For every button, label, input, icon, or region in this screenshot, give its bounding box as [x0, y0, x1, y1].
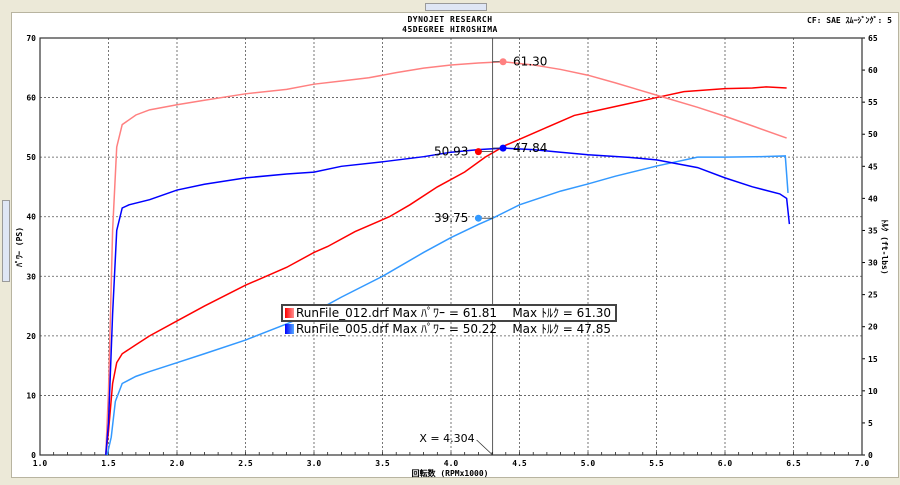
y2-tick-label: 15: [868, 355, 878, 364]
legend: RunFile_012.drf Max ﾊﾟﾜｰ = 61.81 Max ﾄﾙｸ…: [281, 304, 617, 336]
y-tick-label: 70: [26, 34, 36, 43]
legend-swatch-red: [285, 308, 294, 318]
y-tick-label: 0: [31, 451, 36, 460]
cursor-leader: [476, 439, 493, 456]
y2-tick-label: 50: [868, 130, 878, 139]
y2-tick-label: 65: [868, 34, 878, 43]
x-tick-label: 4.0: [444, 459, 459, 468]
legend-text: RunFile_005.drf Max ﾊﾟﾜｰ = 50.22 Max ﾄﾙｸ…: [296, 322, 611, 336]
legend-swatch-blue: [285, 324, 294, 334]
y-tick-label: 10: [26, 391, 36, 400]
y-tick-label: 50: [26, 153, 36, 162]
y2-axis-label: ﾄﾙｸ (ft-lbs): [880, 219, 889, 274]
x-tick-label: 1.0: [33, 459, 48, 468]
y-tick-label: 60: [26, 94, 36, 103]
y2-tick-label: 55: [868, 98, 878, 107]
x-tick-label: 5.0: [581, 459, 596, 468]
x-tick-label: 1.5: [101, 459, 116, 468]
x-tick-label: 2.0: [170, 459, 185, 468]
annotation-marker: [499, 144, 507, 152]
legend-text: RunFile_012.drf Max ﾊﾟﾜｰ = 61.81 Max ﾄﾙｸ…: [296, 306, 611, 320]
annotation-marker: [474, 214, 482, 222]
plot-frame: [39, 37, 863, 456]
annotation-label: 39.75: [434, 211, 468, 225]
legend-item-run012[interactable]: RunFile_012.drf Max ﾊﾟﾜｰ = 61.81 Max ﾄﾙｸ…: [281, 304, 617, 322]
chart-title: DYNOJET RESEARCH: [407, 15, 493, 24]
cursor-label: X = 4.304: [419, 432, 474, 445]
x-axis-label: 回転数 (RPMx1000): [412, 468, 489, 478]
annotation-marker: [499, 58, 507, 66]
annotation-label: 50.93: [434, 145, 468, 159]
y2-tick-label: 45: [868, 162, 878, 171]
left-splitter-handle[interactable]: [2, 200, 10, 282]
legend-item-run005[interactable]: RunFile_005.drf Max ﾊﾟﾜｰ = 50.22 Max ﾄﾙｸ…: [281, 322, 617, 336]
annotation-marker: [474, 148, 482, 156]
x-tick-label: 7.0: [855, 459, 870, 468]
y2-tick-label: 30: [868, 259, 878, 268]
annotation-label: 47.84: [513, 141, 547, 155]
y2-tick-label: 0: [868, 451, 873, 460]
x-tick-label: 5.5: [649, 459, 664, 468]
x-tick-label: 3.5: [375, 459, 390, 468]
top-splitter-handle[interactable]: [425, 3, 487, 11]
chart-subtitle: 45DEGREE HIROSHIMA: [402, 25, 498, 34]
y2-tick-label: 25: [868, 291, 878, 300]
series-line-power-2: [106, 155, 789, 456]
chart-panel: [11, 12, 899, 478]
y-tick-label: 40: [26, 213, 36, 222]
series-line-power-0: [105, 86, 787, 456]
x-tick-label: 4.5: [512, 459, 527, 468]
x-tick-label: 6.0: [718, 459, 733, 468]
annotation-label: 61.30: [513, 55, 547, 69]
correction-factor: CF: SAE ｽﾑｰｼﾞﾝｸﾞ: 5: [807, 16, 892, 25]
y2-tick-label: 40: [868, 194, 878, 203]
y-axis-label: ﾊﾟﾜｰ (PS): [14, 227, 24, 268]
y2-tick-label: 20: [868, 323, 878, 332]
y2-tick-label: 10: [868, 387, 878, 396]
y-tick-label: 30: [26, 272, 36, 281]
y-tick-label: 20: [26, 332, 36, 341]
x-tick-label: 3.0: [307, 459, 322, 468]
x-tick-label: 2.5: [238, 459, 253, 468]
y2-tick-label: 5: [868, 419, 873, 428]
series-line-torque-1: [105, 60, 787, 456]
y2-tick-label: 35: [868, 226, 878, 235]
x-tick-label: 6.5: [786, 459, 801, 468]
series-line-torque-3: [105, 147, 791, 456]
y2-tick-label: 60: [868, 66, 878, 75]
